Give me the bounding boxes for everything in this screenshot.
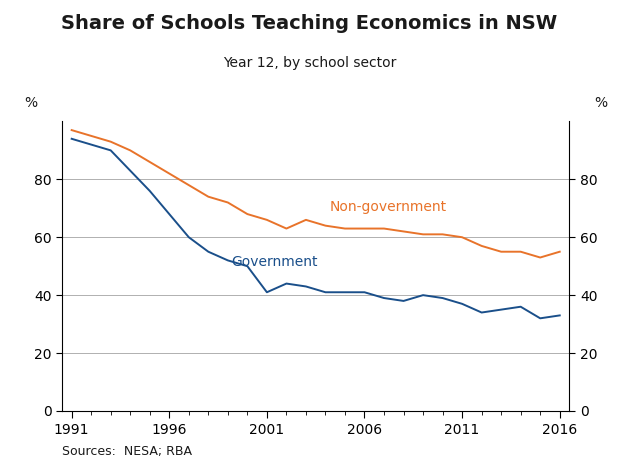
Text: Year 12, by school sector: Year 12, by school sector — [223, 56, 396, 70]
Text: Sources:  NESA; RBA: Sources: NESA; RBA — [62, 445, 192, 458]
Text: Government: Government — [232, 255, 318, 269]
Text: %: % — [24, 96, 37, 110]
Text: Share of Schools Teaching Economics in NSW: Share of Schools Teaching Economics in N… — [61, 14, 558, 33]
Text: %: % — [594, 96, 607, 110]
Text: Non-government: Non-government — [329, 200, 446, 214]
